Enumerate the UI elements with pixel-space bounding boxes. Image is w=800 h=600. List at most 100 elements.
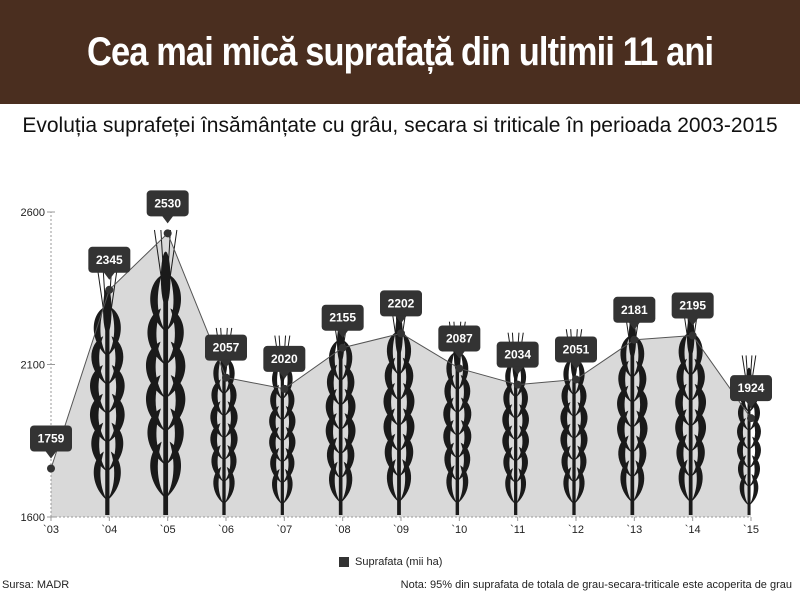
data-label: 2034 — [496, 341, 539, 375]
data-point — [397, 329, 405, 338]
wheat-kernel — [282, 426, 296, 463]
wheat-kernel — [617, 410, 633, 453]
data-label-text: 2345 — [96, 253, 123, 267]
wheat-kernel — [749, 455, 761, 488]
chart-title: Evoluția suprafeței însămânțate cu grâu,… — [22, 114, 778, 137]
x-tick-label: `09 — [393, 524, 409, 536]
x-tick-label: `03 — [43, 524, 59, 536]
data-label: 2181 — [613, 296, 656, 330]
wheat-kernel — [165, 375, 186, 432]
wheat-kernel — [90, 393, 108, 443]
data-label-box — [438, 325, 481, 352]
x-tick-label: `10 — [451, 524, 467, 536]
data-label: 2155 — [321, 304, 364, 338]
wheat-kernel — [326, 437, 341, 479]
wheat-kernel — [515, 404, 530, 441]
data-label-box — [613, 296, 656, 323]
x-tick-label: `15 — [743, 524, 759, 536]
wheat-kernel — [505, 468, 516, 505]
wheat-stem — [397, 324, 401, 515]
wheat-kernel — [515, 361, 527, 398]
data-point — [630, 335, 639, 344]
data-label-text: 2202 — [388, 296, 415, 310]
wheat-kernel — [457, 397, 472, 436]
wheat-kernel — [502, 425, 516, 462]
wheat-kernel — [632, 385, 648, 428]
wheat-kernel — [165, 308, 184, 365]
data-label-box — [205, 334, 247, 361]
data-label-text: 2020 — [271, 352, 298, 366]
wheat-kernel — [503, 446, 516, 484]
wheat-stem — [163, 265, 169, 515]
wheat-kernel — [515, 446, 528, 484]
data-label-pointer — [511, 366, 524, 375]
wheat-kernel — [210, 401, 224, 439]
wheat-kernel — [617, 385, 633, 428]
wheat-kernel — [213, 357, 224, 395]
wheat-kernel — [749, 417, 761, 450]
area-fill — [51, 233, 751, 517]
wheat-stem — [280, 357, 284, 515]
data-label-pointer — [161, 215, 174, 224]
wheat-kernel — [690, 383, 707, 427]
wheat-kernel — [386, 459, 399, 503]
wheat-kernel — [443, 420, 458, 459]
data-label-pointer — [336, 329, 349, 338]
wheat-kernel — [224, 444, 237, 483]
wheat-kernel — [384, 433, 399, 477]
wheat-kernel — [457, 374, 471, 414]
wheat-kernel — [749, 473, 759, 506]
data-label-pointer — [453, 350, 466, 359]
y-tick-label: 2600 — [21, 207, 45, 219]
wheat-kernel — [270, 447, 283, 484]
wheat-kernel — [632, 460, 645, 503]
wheat-kernel — [340, 437, 355, 479]
data-label: 2202 — [380, 290, 422, 324]
wheat-kernel — [399, 357, 414, 401]
wheat-kernel — [224, 466, 235, 505]
header-banner: Cea mai mică suprafață din ultimii 11 an… — [0, 0, 800, 104]
data-label-box — [496, 341, 539, 368]
wheat-kernel — [384, 357, 399, 401]
wheat-kernel — [737, 436, 749, 469]
data-point — [105, 285, 114, 294]
wheat-kernel — [107, 336, 124, 386]
x-tick-label: `04 — [101, 524, 117, 536]
data-label-pointer — [628, 321, 641, 330]
wheat-stem — [455, 345, 460, 515]
wheat-kernel — [632, 335, 645, 379]
x-tick-label: `05 — [160, 524, 176, 536]
data-point — [513, 380, 522, 389]
wheat-kernel — [574, 358, 585, 396]
data-label-text: 2034 — [504, 348, 531, 362]
legend: Suprafata (mii ha) — [339, 556, 442, 568]
wheat-kernel — [224, 379, 237, 417]
wheat-kernel — [399, 433, 414, 477]
x-tick-label: `07 — [276, 524, 292, 536]
wheat-kernel — [515, 382, 528, 420]
wheat-kernel — [211, 444, 224, 483]
wheat-kernel — [145, 375, 166, 432]
wheat-kernel — [91, 422, 108, 472]
wheat-kernel — [737, 417, 749, 450]
wheat-kernel — [618, 435, 633, 478]
wheat-kernel — [282, 384, 295, 421]
wheat-kernel — [325, 413, 341, 455]
wheat-kernel — [282, 447, 295, 484]
data-label: 2057 — [205, 334, 247, 368]
wheat-kernel — [574, 467, 585, 505]
data-label-pointer — [45, 450, 57, 459]
data-label-box — [671, 292, 714, 319]
wheat-kernel — [563, 358, 574, 396]
data-point — [747, 414, 755, 423]
wheat-stem — [572, 351, 576, 515]
wheat-kernel — [340, 388, 356, 431]
wheat-kernel — [678, 459, 691, 503]
wheat-kernel — [282, 468, 293, 505]
wheat-kernel — [444, 442, 458, 482]
wheat-awn — [153, 229, 163, 286]
wheat-kernel — [213, 466, 224, 505]
wheat-kernel — [107, 422, 124, 472]
wheat-kernel — [210, 423, 224, 461]
data-label: 1759 — [30, 425, 72, 459]
